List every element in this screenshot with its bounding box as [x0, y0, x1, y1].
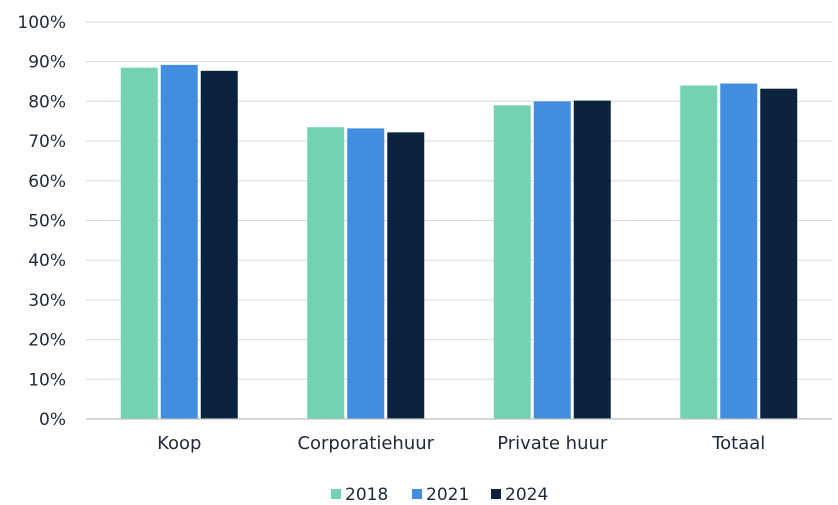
bar-2021-corporatiehuur	[347, 128, 385, 419]
y-tick-label: 40%	[28, 251, 66, 271]
gridlines	[86, 21, 832, 380]
y-tick-label: 20%	[28, 331, 66, 351]
legend-swatch-2021	[412, 489, 422, 499]
bar-2021-private-huur	[533, 101, 571, 420]
legend-label: 2024	[505, 485, 548, 505]
bar-2024-koop	[200, 70, 238, 420]
y-tick-label: 90%	[28, 53, 66, 73]
bar-2021-totaal	[720, 83, 758, 419]
legend: 2018 2021 2024	[331, 485, 548, 505]
y-tick-label: 100%	[17, 13, 66, 33]
legend-swatch-2018	[331, 489, 341, 499]
bar-2018-koop	[120, 67, 158, 419]
bar-2018-totaal	[680, 85, 718, 420]
y-tick-label: 10%	[28, 370, 66, 390]
bar-2024-corporatiehuur	[387, 132, 425, 419]
bar-2024-private-huur	[573, 100, 611, 419]
y-tick-label: 80%	[28, 92, 66, 112]
legend-swatch-2024	[491, 489, 501, 499]
bar-2021-koop	[160, 64, 198, 419]
legend-label: 2018	[345, 485, 388, 505]
y-tick-label: 0%	[39, 410, 66, 430]
x-category-label: Totaal	[711, 433, 765, 454]
y-tick-label: 30%	[28, 291, 66, 311]
x-category-label: Private huur	[497, 433, 608, 454]
bar-2018-corporatiehuur	[307, 127, 345, 419]
y-tick-label: 70%	[28, 132, 66, 152]
x-axis-categories: Koop Corporatiehuur Private huur Totaal	[157, 433, 765, 454]
legend-label: 2021	[426, 485, 469, 505]
bar-2018-private-huur	[493, 105, 531, 420]
y-axis-ticks: 0% 10% 20% 30% 40% 50% 60% 70% 80% 90% 100%	[17, 13, 66, 430]
bar-2024-totaal	[760, 88, 798, 420]
x-category-label: Corporatiehuur	[297, 433, 434, 454]
y-tick-label: 50%	[28, 212, 66, 232]
bars	[120, 64, 798, 420]
x-category-label: Koop	[157, 433, 201, 454]
y-tick-label: 60%	[28, 172, 66, 192]
